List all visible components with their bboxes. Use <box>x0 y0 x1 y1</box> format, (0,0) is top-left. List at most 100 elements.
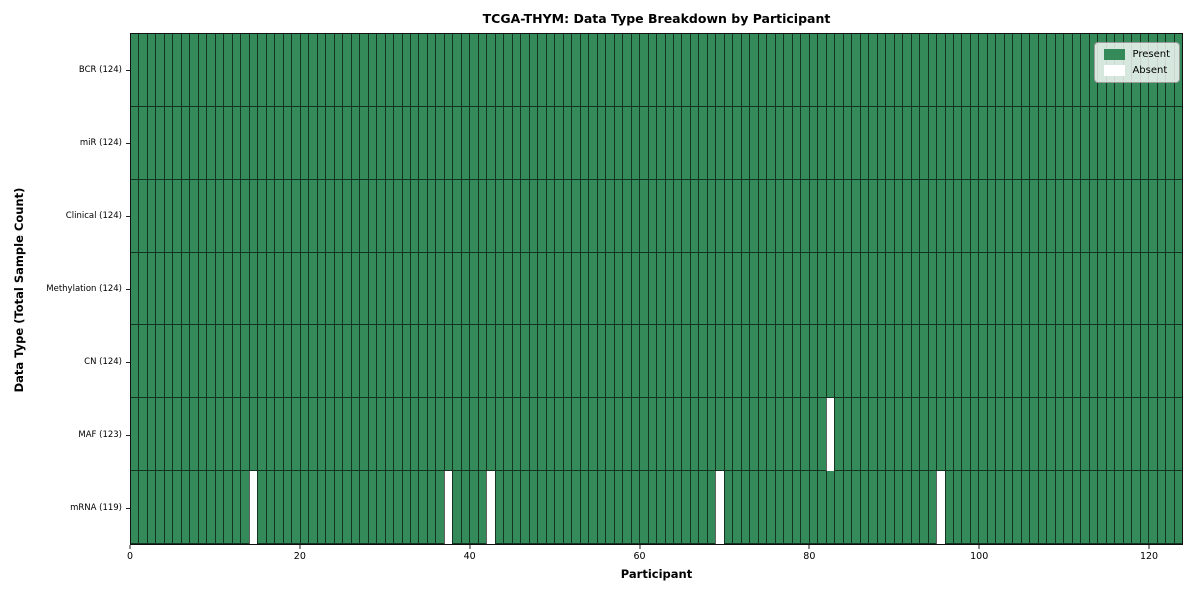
heatmap-cell <box>783 106 792 180</box>
heatmap-cell <box>825 252 835 326</box>
absent-swatch-icon <box>1104 65 1126 76</box>
heatmap-cell <box>1080 325 1089 399</box>
heatmap-cell <box>919 252 928 326</box>
heatmap-cell <box>189 34 198 107</box>
heatmap-cell <box>342 106 351 180</box>
heatmap-cell <box>613 106 623 180</box>
heatmap-cell <box>673 34 682 107</box>
heatmap-cell <box>197 325 207 399</box>
heatmap-cell <box>647 34 657 107</box>
heatmap-cell <box>248 179 258 253</box>
heatmap-cell <box>842 471 852 545</box>
heatmap-cell <box>426 179 436 253</box>
heatmap-cell <box>689 398 699 472</box>
heatmap-cell <box>681 34 690 107</box>
heatmap-cell <box>308 106 317 180</box>
heatmap-cell <box>842 398 852 472</box>
heatmap-cell <box>393 398 402 472</box>
heatmap-cell <box>961 34 970 107</box>
heatmap-cell <box>393 471 402 545</box>
heatmap-cell <box>630 106 640 180</box>
heatmap-cell <box>715 325 724 399</box>
heatmap-cell <box>231 106 241 180</box>
heatmap-cell <box>1046 34 1055 107</box>
heatmap-cell <box>995 325 1004 399</box>
heatmap-cell <box>774 179 784 253</box>
heatmap-cell <box>426 106 436 180</box>
heatmap-cell <box>393 106 402 180</box>
heatmap-cell <box>1071 252 1081 326</box>
heatmap-cell <box>927 106 937 180</box>
heatmap-cell <box>723 106 733 180</box>
heatmap-cell <box>851 106 860 180</box>
heatmap-cell <box>460 325 470 399</box>
heatmap-cell <box>893 34 903 107</box>
heatmap-cell <box>1020 252 1030 326</box>
heatmap-cell <box>1020 471 1030 545</box>
heatmap-cell <box>443 106 453 180</box>
heatmap-cell <box>1131 252 1140 326</box>
x-axis: 0 20 40 60 80 100 120 <box>127 545 1183 575</box>
heatmap-cell <box>308 398 317 472</box>
heatmap-cell <box>554 106 563 180</box>
y-tick-label: mRNA (119) <box>70 503 122 514</box>
heatmap-cell <box>1063 106 1072 180</box>
heatmap-cell <box>308 325 317 399</box>
heatmap-cell <box>783 34 792 107</box>
heatmap-cell <box>825 34 835 107</box>
heatmap-cell <box>571 325 580 399</box>
heatmap-cell <box>622 252 631 326</box>
heatmap-cell <box>825 325 835 399</box>
heatmap-cell <box>622 325 631 399</box>
heatmap-cell <box>562 325 572 399</box>
heatmap-cell <box>749 106 758 180</box>
heatmap-cell <box>460 34 470 107</box>
heatmap-cell <box>1037 471 1047 545</box>
heatmap-cell <box>588 179 597 253</box>
heatmap-cell <box>986 252 996 326</box>
heatmap-cell <box>308 34 317 107</box>
heatmap-cell <box>460 106 470 180</box>
heatmap-cell <box>282 398 292 472</box>
heatmap-cell <box>486 179 495 253</box>
heatmap-cell <box>426 325 436 399</box>
heatmap-cell <box>1063 252 1072 326</box>
heatmap-cell <box>1105 471 1115 545</box>
heatmap-row <box>131 34 1183 107</box>
heatmap-cell <box>766 252 775 326</box>
heatmap-cell <box>443 179 453 253</box>
heatmap-cell <box>401 252 410 326</box>
x-tick-label: 80 <box>803 551 816 562</box>
heatmap-cell <box>520 471 529 545</box>
heatmap-cell <box>978 179 987 253</box>
heatmap-cell <box>469 252 478 326</box>
heatmap-cell <box>146 471 156 545</box>
heatmap-cell <box>520 325 529 399</box>
heatmap-cell <box>689 325 699 399</box>
heatmap-cell <box>783 398 792 472</box>
heatmap-cell <box>927 398 937 472</box>
heatmap-cell <box>885 471 894 545</box>
heatmap-cell <box>401 34 410 107</box>
heatmap-cell <box>376 398 385 472</box>
heatmap-cell <box>1046 398 1055 472</box>
heatmap-cell <box>418 179 427 253</box>
heatmap-cell <box>520 34 529 107</box>
heatmap-cell <box>673 471 682 545</box>
heatmap-cell <box>393 34 402 107</box>
heatmap-cell <box>1122 471 1132 545</box>
heatmap-cell <box>986 398 996 472</box>
heatmap-cell <box>282 34 292 107</box>
heatmap-cell <box>1037 325 1047 399</box>
heatmap-cell <box>579 325 589 399</box>
heatmap-cell <box>800 106 809 180</box>
heatmap-cell <box>1020 398 1030 472</box>
heatmap-cell <box>257 34 266 107</box>
heatmap-cell <box>605 34 614 107</box>
heatmap-cell <box>1054 34 1064 107</box>
heatmap-cell <box>944 398 953 472</box>
heatmap-cell <box>766 398 775 472</box>
heatmap-cell <box>961 471 970 545</box>
heatmap-cell <box>197 252 207 326</box>
heatmap-cell <box>842 179 852 253</box>
